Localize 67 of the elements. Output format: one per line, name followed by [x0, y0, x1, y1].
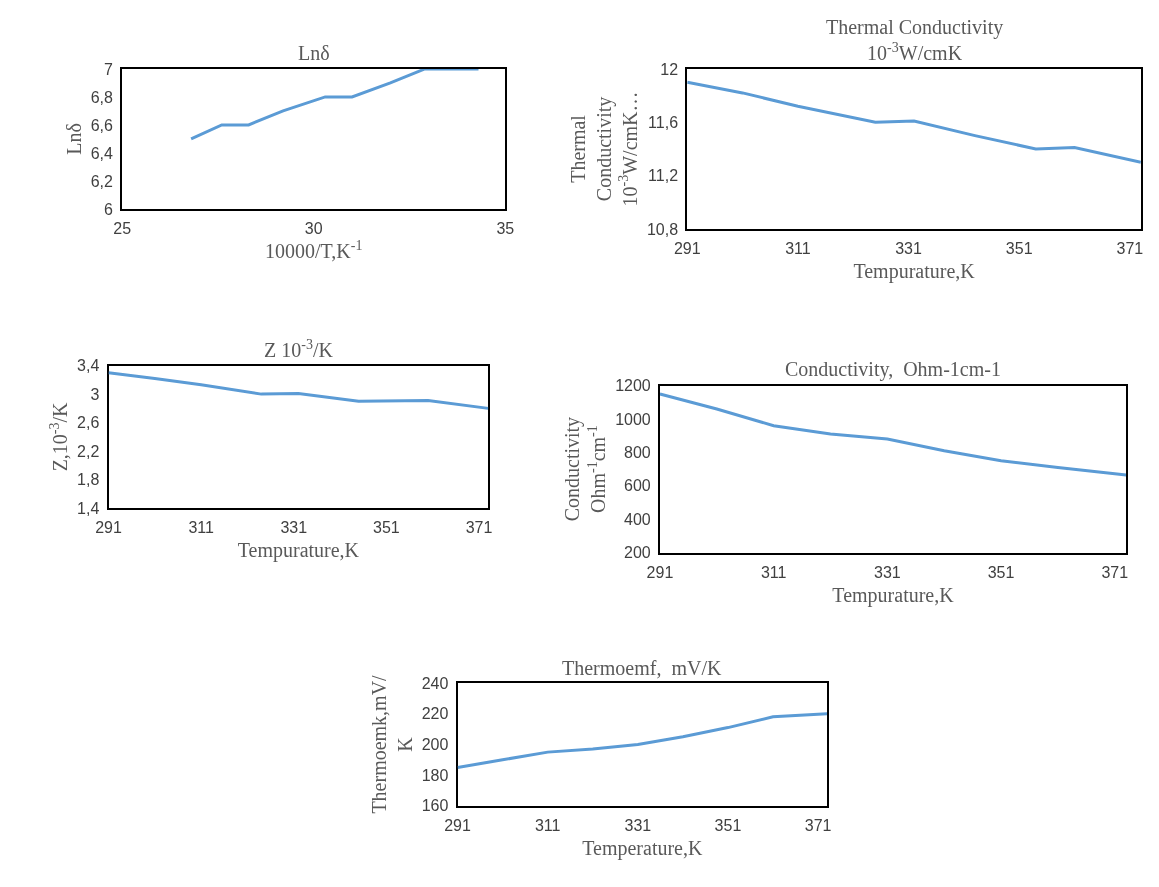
- x-tick-label: 30: [304, 220, 323, 238]
- x-tick-label: 311: [188, 519, 214, 537]
- y-tick-label: 1,8: [77, 471, 100, 489]
- x-axis-title: Temperature,K: [582, 836, 703, 860]
- y-tick-label: 400: [624, 510, 651, 528]
- x-tick-label: 311: [785, 240, 811, 258]
- y-tick-label: 200: [421, 736, 449, 754]
- x-tick-label: 331: [624, 816, 652, 834]
- y-tick-label: 11,2: [648, 167, 679, 185]
- x-tick-label: 331: [874, 563, 901, 581]
- chart-title: Lnδ: [298, 42, 330, 64]
- y-tick-label: 11,6: [648, 113, 679, 131]
- x-tick-label: 371: [804, 816, 832, 834]
- x-axis-title: Tempurature,K: [853, 260, 976, 284]
- line-series: [108, 371, 489, 410]
- x-tick-label: 25: [113, 220, 132, 238]
- x-axis-title: Tempurature,K: [832, 583, 955, 607]
- y-tick-label: 220: [421, 705, 449, 723]
- x-tick-label: 291: [444, 816, 472, 834]
- x-tick-label: 371: [1116, 240, 1144, 258]
- x-tick-label: 291: [95, 519, 122, 537]
- chart-title: Thermal Conductivity 10$^{-3}$W/cmK: [826, 16, 1004, 64]
- y-tick-label: 1,4: [77, 499, 100, 517]
- x-tick-label: 351: [373, 519, 400, 537]
- x-tick-label: 351: [1005, 240, 1033, 258]
- x-tick-label: 311: [534, 816, 561, 834]
- y-tick-label: 10,8: [646, 220, 679, 238]
- y-tick-label: 1200: [615, 377, 651, 395]
- x-tick-label: 351: [714, 816, 742, 834]
- y-tick-label: 6,2: [90, 172, 114, 190]
- y-tick-label: 6,6: [90, 116, 114, 134]
- y-tick-label: 2,6: [77, 414, 100, 432]
- y-tick-label: 240: [421, 674, 449, 692]
- line-series: [659, 392, 1127, 477]
- x-tick-label: 371: [1101, 563, 1129, 581]
- y-tick-label: 6,4: [90, 144, 114, 162]
- x-axis-title: Tempurature,K: [237, 539, 360, 563]
- y-tick-label: 6,8: [90, 88, 114, 106]
- x-tick-label: 331: [280, 519, 308, 537]
- y-tick-label: 800: [624, 444, 651, 461]
- x-tick-label: 291: [646, 563, 674, 581]
- chart-title: Conductivity, Ohm-1cm-1: [785, 358, 1001, 381]
- y-tick-label: 3,4: [77, 357, 100, 375]
- y-tick-label: 600: [624, 477, 651, 495]
- x-tick-label: 311: [760, 563, 787, 581]
- y-tick-label: 7: [104, 60, 114, 78]
- x-tick-label: 291: [673, 240, 701, 258]
- x-tick-label: 35: [496, 220, 515, 238]
- line-series: [189, 68, 480, 141]
- line-series: [457, 712, 828, 769]
- chart-title: Z 10$^{-3}$/K: [264, 337, 334, 362]
- y-tick-label: 200: [624, 544, 651, 562]
- y-tick-label: 160: [421, 797, 449, 815]
- y-tick-label: 180: [421, 766, 449, 784]
- y-tick-label: 12: [660, 60, 679, 78]
- y-tick-label: 2,2: [77, 442, 100, 460]
- x-tick-label: 371: [465, 519, 493, 537]
- y-axis-title: Lnδ: [62, 123, 85, 155]
- y-tick-label: 1000: [615, 410, 651, 428]
- x-tick-label: 351: [987, 563, 1015, 581]
- y-axis-title: Thermoemk,mV/ K: [367, 674, 416, 814]
- chart-title: Thermoemf, mV/K: [562, 657, 722, 679]
- y-tick-label: 6: [104, 200, 114, 218]
- x-tick-label: 331: [895, 240, 922, 258]
- x-axis-title: 10000/T,K$^{-1}$: [265, 237, 363, 263]
- line-series: [687, 80, 1141, 164]
- y-tick-label: 3: [90, 385, 100, 403]
